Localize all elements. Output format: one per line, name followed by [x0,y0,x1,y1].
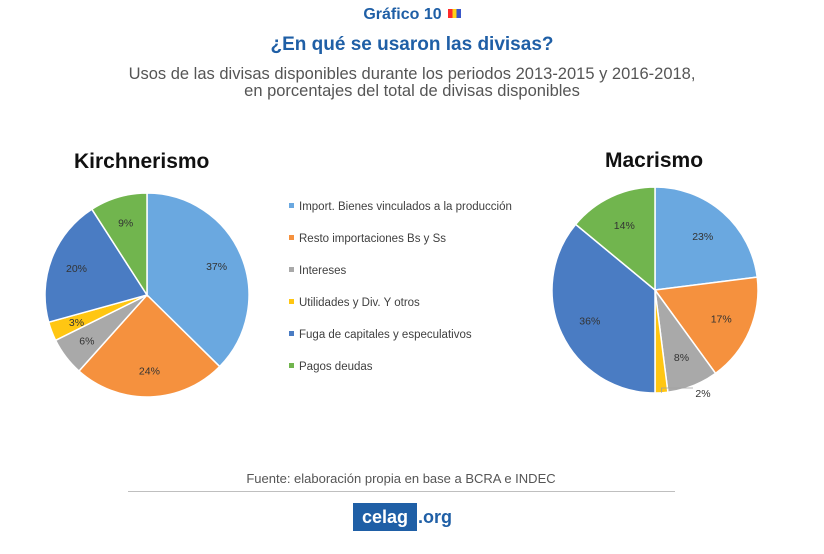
logo-main: celag [353,503,418,531]
slice-label: 36% [579,316,600,328]
pie-slice-kirchnerismo [90,192,148,298]
pie-slice-kirchnerismo [44,208,149,324]
legend-label: Intereses [299,265,347,277]
legend-label: Pagos deudas [299,361,373,373]
slice-label: 24% [139,365,160,377]
pie-title-kirchnerismo: Kirchnerismo [74,150,210,173]
pie-slice-macrismo [574,186,656,292]
legend-swatch [289,363,294,368]
legend-swatch [289,331,294,336]
figure-number-text: Gráfico 10 [363,6,442,23]
legend-swatch [289,235,294,240]
slice-label: 14% [614,220,635,232]
legend-item: Resto importaciones Bs y Ss [289,233,512,265]
legend-label: Import. Bienes vinculados a la producció… [299,201,512,213]
legend: Import. Bienes vinculados a la producció… [289,201,512,393]
slice-label: 6% [79,336,94,348]
legend-item: Intereses [289,265,512,297]
slice-label: 2% [695,388,710,400]
pie-slice-macrismo [653,276,759,375]
figure-number: Gráfico 10 [0,6,824,24]
legend-swatch [289,299,294,304]
logo-tld: .org [418,507,453,527]
legend-swatch [289,203,294,208]
source-note: Fuente: elaboración propia en base a BCR… [246,471,556,486]
slice-label: 20% [66,263,87,275]
celag-logo: celag .org [353,503,452,531]
pie-slice-macrismo [654,186,759,291]
pie-slice-macrismo [551,223,656,394]
footer-divider [128,491,675,492]
slice-label: 8% [674,352,689,364]
pie-slice-kirchnerismo [146,192,250,368]
legend-item: Utilidades y Div. Y otros [289,297,512,329]
pie-title-macrismo: Macrismo [605,149,704,172]
slice-label: 23% [692,231,713,243]
slice-label: 9% [118,218,133,230]
flag-icon [447,9,461,18]
leader-line [661,387,693,393]
pie-slice-kirchnerismo [77,293,221,398]
chart-subtitle: Usos de las divisas disponibles durante … [0,66,824,100]
subtitle-line-2: en porcentajes del total de divisas disp… [244,82,580,100]
legend-label: Utilidades y Div. Y otros [299,297,420,309]
legend-item: Fuga de capitales y especulativos [289,329,512,361]
slice-label: 17% [711,314,732,326]
slice-label: 37% [206,261,227,273]
legend-item: Import. Bienes vinculados a la producció… [289,201,512,233]
slice-label: 3% [69,317,84,329]
legend-label: Resto importaciones Bs y Ss [299,233,447,245]
chart-title: ¿En qué se usaron las divisas? [270,34,554,55]
legend-label: Fuga de capitales y especulativos [299,329,472,341]
legend-swatch [289,267,294,272]
legend-item: Pagos deudas [289,361,512,393]
subtitle-line-1: Usos de las divisas disponibles durante … [128,65,696,83]
